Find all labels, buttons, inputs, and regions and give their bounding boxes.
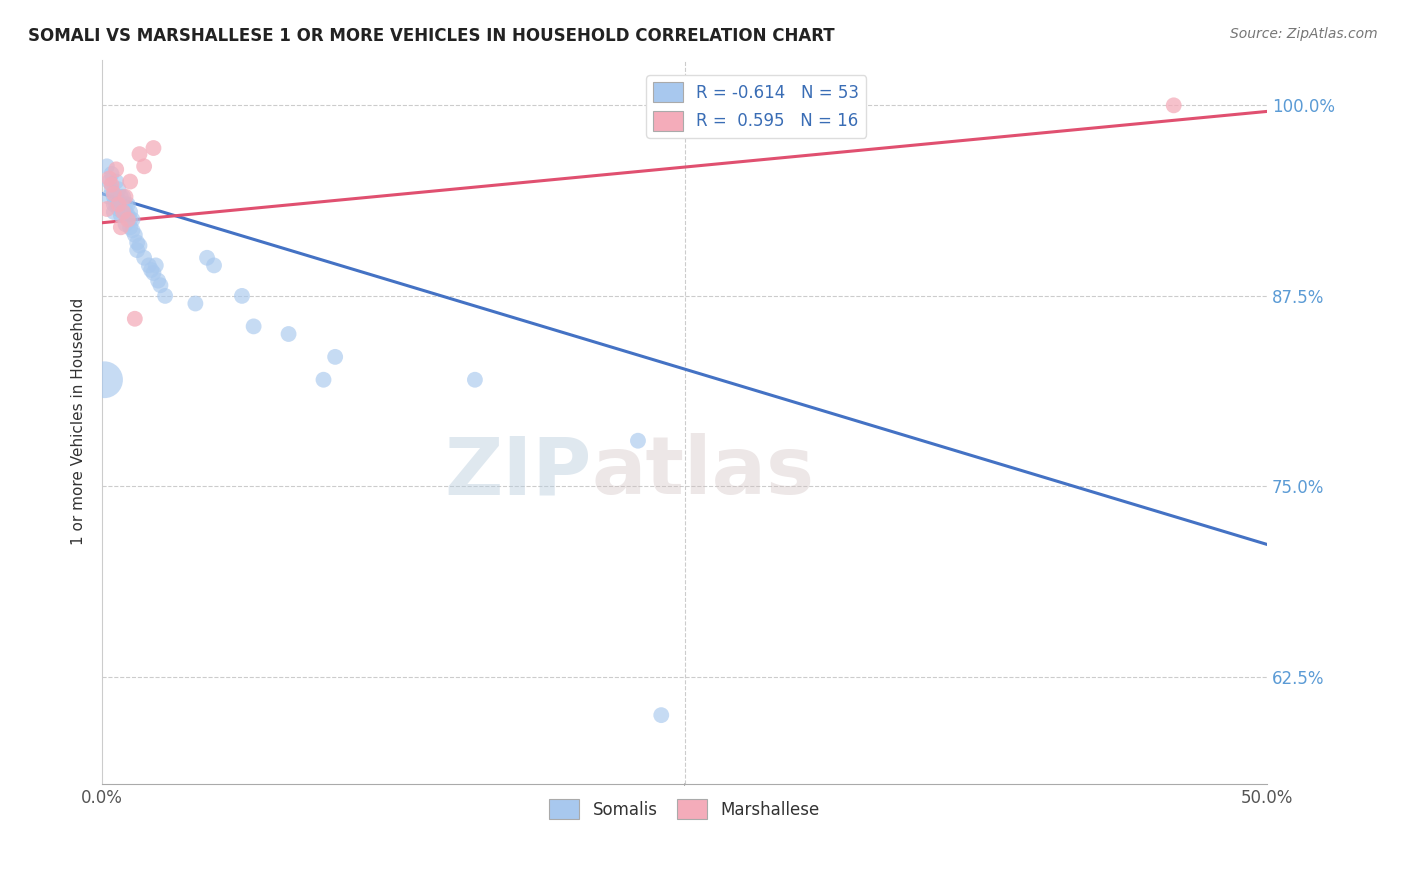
Point (146, 274, 169, 288)
Point (127, 243, 149, 257)
Point (105, 197, 128, 211)
Point (114, 217, 136, 231)
Point (103, 190, 125, 204)
Point (121, 212, 143, 227)
Point (110, 208, 132, 222)
Point (139, 263, 162, 277)
Point (96, 159, 118, 173)
Text: ZIP: ZIP (444, 434, 592, 511)
Point (120, 175, 142, 189)
Point (100, 167, 122, 181)
Point (114, 205, 136, 219)
Point (117, 197, 139, 211)
Point (117, 212, 139, 227)
Point (105, 162, 128, 177)
Legend: Somalis, Marshallese: Somalis, Marshallese (543, 792, 827, 826)
Point (107, 197, 129, 211)
Point (105, 175, 128, 189)
Point (103, 197, 125, 211)
Point (142, 266, 165, 280)
Point (120, 220, 142, 235)
Point (110, 220, 132, 235)
Point (120, 212, 142, 227)
Point (323, 350, 346, 364)
Point (107, 193, 129, 207)
Point (124, 311, 146, 326)
Point (93, 373, 115, 387)
Point (96, 202, 118, 216)
Point (627, 434, 650, 448)
Point (124, 227, 146, 242)
Point (120, 205, 142, 219)
Point (195, 251, 218, 265)
Point (202, 259, 225, 273)
Point (112, 205, 135, 219)
Text: Source: ZipAtlas.com: Source: ZipAtlas.com (1230, 27, 1378, 41)
Point (98, 175, 121, 189)
Point (112, 201, 135, 215)
Point (100, 178, 122, 192)
Point (134, 251, 156, 265)
Point (117, 208, 139, 222)
Point (142, 141, 165, 155)
Point (107, 202, 129, 216)
Point (1163, 98, 1185, 112)
Point (103, 186, 125, 201)
Point (231, 289, 253, 303)
Point (105, 190, 128, 204)
Text: SOMALI VS MARSHALLESE 1 OR MORE VEHICLES IN HOUSEHOLD CORRELATION CHART: SOMALI VS MARSHALLESE 1 OR MORE VEHICLES… (28, 27, 835, 45)
Point (128, 238, 150, 252)
Point (110, 197, 132, 211)
Point (112, 190, 135, 204)
Point (312, 373, 335, 387)
Point (277, 326, 299, 341)
Point (184, 296, 207, 310)
Point (98, 171, 121, 186)
Point (242, 319, 264, 334)
Point (114, 190, 136, 204)
Point (103, 205, 125, 219)
Point (112, 205, 135, 219)
Point (464, 373, 486, 387)
Point (110, 190, 132, 204)
Point (100, 182, 122, 196)
Point (114, 197, 136, 211)
Point (153, 289, 176, 303)
Point (134, 159, 156, 173)
Point (127, 235, 149, 250)
Point (650, 708, 672, 723)
Point (98, 190, 121, 204)
Y-axis label: 1 or more Vehicles in Household: 1 or more Vehicles in Household (72, 298, 86, 545)
Point (107, 182, 129, 196)
Point (128, 147, 150, 161)
Point (149, 278, 172, 293)
Point (145, 259, 167, 273)
Text: atlas: atlas (592, 434, 814, 511)
Point (138, 259, 160, 273)
Point (121, 223, 143, 237)
